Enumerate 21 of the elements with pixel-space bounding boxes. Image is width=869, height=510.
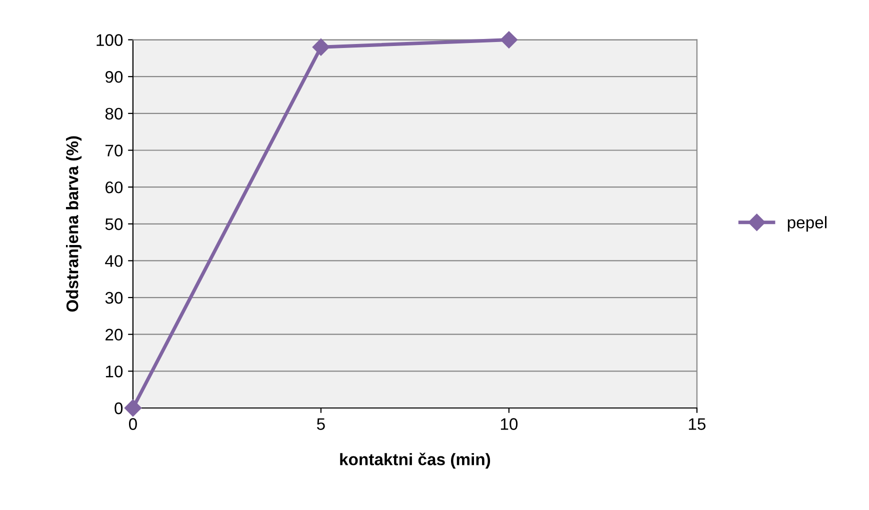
y-tick-label: 60 bbox=[106, 181, 123, 194]
x-tick-label: 15 bbox=[688, 418, 706, 430]
y-tick-label: 30 bbox=[105, 292, 123, 304]
point bbox=[124, 399, 142, 417]
y-tick-label: 40 bbox=[105, 255, 123, 267]
y-tick-label: 50 bbox=[105, 218, 123, 230]
y-axis-title: Odstranjena barva (%) bbox=[66, 136, 82, 312]
point bbox=[312, 38, 330, 56]
y-tick-label: 90 bbox=[105, 71, 123, 83]
y-tick-label: 20 bbox=[106, 328, 123, 341]
y-tick-label: 70 bbox=[106, 144, 123, 156]
y-tick-label: 80 bbox=[105, 108, 123, 120]
x-axis-title: kontaktni čas (min) bbox=[340, 452, 490, 469]
point bbox=[500, 31, 518, 48]
y-tick-label: 100 bbox=[96, 34, 123, 46]
legend-label: pepel bbox=[788, 216, 826, 232]
x-tick-label: 0 bbox=[128, 418, 137, 430]
x-tick-label: 10 bbox=[500, 418, 518, 430]
x-tick-label: 5 bbox=[316, 418, 325, 430]
y-tick-label: 10 bbox=[106, 366, 123, 378]
y-tick-label: 0 bbox=[114, 402, 123, 414]
